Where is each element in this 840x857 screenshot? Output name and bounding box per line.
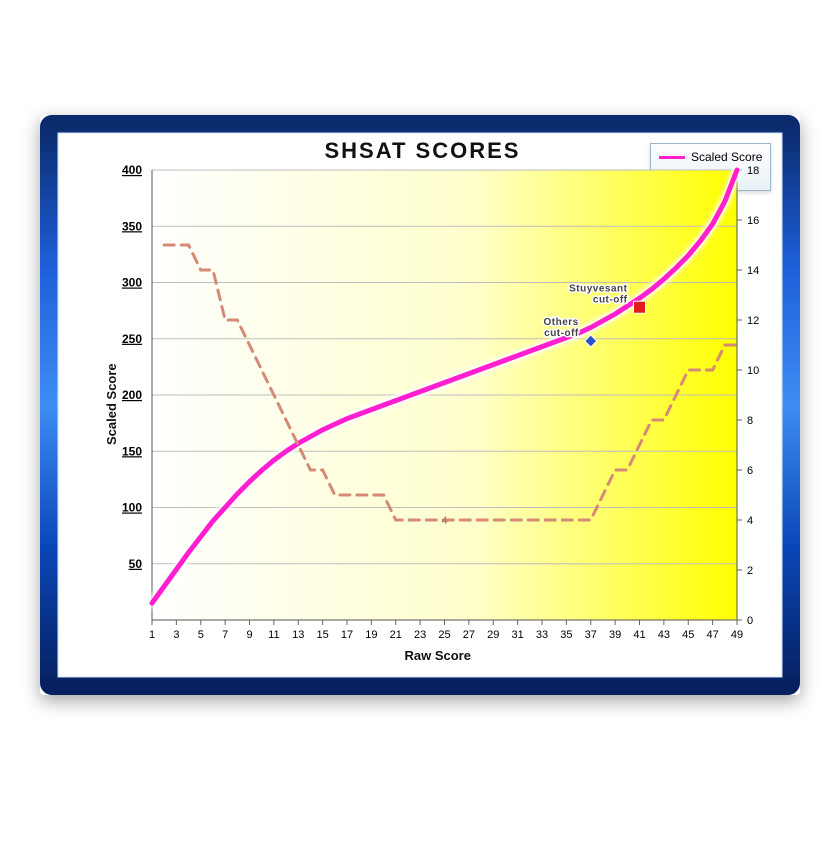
x-tick-label: 5 bbox=[198, 629, 204, 641]
y-right-tick-label: 16 bbox=[747, 215, 759, 227]
x-tick-label: 19 bbox=[365, 629, 377, 641]
x-tick-label: 17 bbox=[341, 629, 353, 641]
x-axis-label: Raw Score bbox=[405, 648, 471, 663]
x-tick-label: 27 bbox=[463, 629, 475, 641]
y-axis-label: Scaled Score bbox=[104, 363, 119, 445]
x-tick-label: 47 bbox=[707, 629, 719, 641]
x-tick-label: 9 bbox=[246, 629, 252, 641]
y-right-tick-label: 4 bbox=[747, 515, 753, 527]
x-tick-label: 49 bbox=[731, 629, 743, 641]
y-left-tick-label: 300 bbox=[122, 276, 142, 290]
x-tick-label: 13 bbox=[292, 629, 304, 641]
x-tick-label: 29 bbox=[487, 629, 499, 641]
x-tick-label: 7 bbox=[222, 629, 228, 641]
y-right-tick-label: 10 bbox=[747, 365, 759, 377]
annotation-stuyvesant: Stuyvesant bbox=[569, 283, 628, 294]
chart-frame: SHSAT SCORES Scaled ScoreSlope 501001502… bbox=[40, 115, 800, 695]
plot-svg: 5010015020025030035040002468101214161813… bbox=[40, 115, 800, 695]
y-left-tick-label: 250 bbox=[122, 332, 142, 346]
x-tick-label: 31 bbox=[512, 629, 524, 641]
x-tick-label: 41 bbox=[633, 629, 645, 641]
annotation-others: cut-off bbox=[544, 328, 579, 339]
x-tick-label: 1 bbox=[149, 629, 155, 641]
x-tick-label: 11 bbox=[268, 629, 279, 641]
annotation-stuyvesant: cut-off bbox=[593, 294, 628, 305]
y-right-tick-label: 8 bbox=[747, 415, 753, 427]
x-tick-label: 39 bbox=[609, 629, 621, 641]
y-right-tick-label: 12 bbox=[747, 315, 759, 327]
y-right-tick-label: 2 bbox=[747, 565, 753, 577]
y-left-tick-label: 100 bbox=[122, 501, 142, 515]
y-left-tick-label: 400 bbox=[122, 163, 142, 177]
y-right-tick-label: 18 bbox=[747, 165, 759, 177]
x-tick-label: 23 bbox=[414, 629, 426, 641]
x-tick-label: 43 bbox=[658, 629, 670, 641]
x-tick-label: 15 bbox=[317, 629, 329, 641]
x-tick-label: 33 bbox=[536, 629, 548, 641]
marker-stuyvesant bbox=[634, 301, 646, 313]
annotation-others: Others bbox=[544, 317, 579, 328]
slope-min-label: 4 bbox=[441, 515, 447, 527]
x-tick-label: 37 bbox=[585, 629, 597, 641]
x-tick-label: 25 bbox=[438, 629, 450, 641]
y-left-tick-label: 350 bbox=[122, 219, 142, 233]
y-right-tick-label: 6 bbox=[747, 465, 753, 477]
y-left-tick-label: 200 bbox=[122, 388, 142, 402]
x-tick-label: 45 bbox=[682, 629, 694, 641]
shsat-chart: SHSAT SCORES Scaled ScoreSlope 501001502… bbox=[40, 115, 800, 695]
x-tick-label: 3 bbox=[173, 629, 179, 641]
y-left-tick-label: 150 bbox=[122, 444, 142, 458]
y-right-tick-label: 0 bbox=[747, 615, 753, 627]
y-left-tick-label: 50 bbox=[129, 557, 143, 571]
x-tick-label: 21 bbox=[390, 629, 402, 641]
x-tick-label: 35 bbox=[560, 629, 572, 641]
y-right-tick-label: 14 bbox=[747, 265, 759, 277]
